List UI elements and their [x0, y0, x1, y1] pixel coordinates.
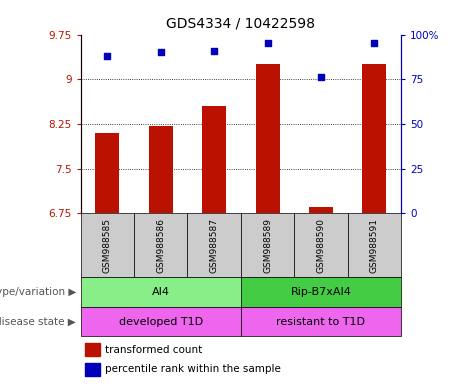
- Bar: [188, 214, 241, 277]
- Title: GDS4334 / 10422598: GDS4334 / 10422598: [166, 17, 315, 31]
- Point: [157, 50, 165, 56]
- Text: disease state ▶: disease state ▶: [0, 316, 76, 326]
- Text: AI4: AI4: [152, 287, 170, 297]
- Text: developed T1D: developed T1D: [119, 316, 203, 326]
- Bar: [202, 106, 226, 214]
- Bar: [149, 126, 173, 214]
- Text: Rip-B7xAI4: Rip-B7xAI4: [290, 287, 351, 297]
- Point: [264, 40, 271, 46]
- Text: genotype/variation ▶: genotype/variation ▶: [0, 287, 76, 297]
- Text: percentile rank within the sample: percentile rank within the sample: [105, 364, 281, 374]
- Point: [371, 40, 378, 46]
- Bar: [85, 362, 100, 376]
- Text: transformed count: transformed count: [105, 344, 202, 354]
- Bar: [241, 307, 401, 336]
- Point: [211, 48, 218, 54]
- Bar: [309, 207, 333, 214]
- Bar: [241, 277, 401, 307]
- Bar: [255, 65, 279, 214]
- Point: [104, 53, 111, 59]
- Bar: [348, 214, 401, 277]
- Bar: [134, 214, 188, 277]
- Bar: [81, 307, 241, 336]
- Bar: [95, 133, 119, 214]
- Bar: [81, 277, 241, 307]
- Bar: [362, 65, 386, 214]
- Bar: [294, 214, 348, 277]
- Text: resistant to T1D: resistant to T1D: [277, 316, 366, 326]
- Point: [317, 74, 325, 81]
- Text: GSM988587: GSM988587: [210, 218, 219, 273]
- Bar: [81, 214, 134, 277]
- Text: GSM988585: GSM988585: [103, 218, 112, 273]
- Text: GSM988589: GSM988589: [263, 218, 272, 273]
- Bar: [85, 343, 100, 356]
- Text: GSM988590: GSM988590: [316, 218, 325, 273]
- Text: GSM988586: GSM988586: [156, 218, 165, 273]
- Text: GSM988591: GSM988591: [370, 218, 379, 273]
- Bar: [241, 214, 294, 277]
